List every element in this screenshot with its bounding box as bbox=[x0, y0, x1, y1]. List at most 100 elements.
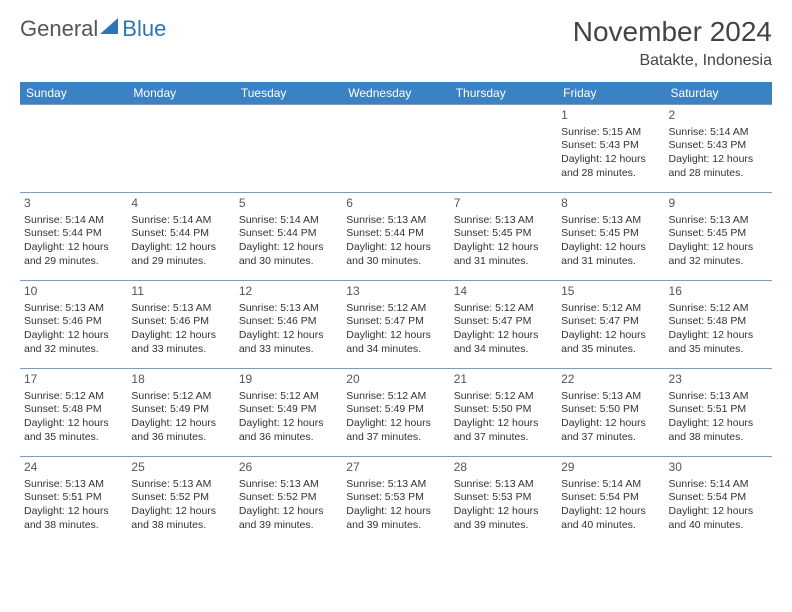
cell-text: Sunrise: 5:13 AM bbox=[561, 214, 660, 228]
logo-text-blue: Blue bbox=[122, 16, 166, 42]
cell-text: Sunrise: 5:13 AM bbox=[131, 478, 230, 492]
day-number: 4 bbox=[131, 196, 230, 212]
cell-text: Sunrise: 5:14 AM bbox=[669, 126, 768, 140]
cell-text: Daylight: 12 hours and 36 minutes. bbox=[131, 417, 230, 444]
cell-text: Sunset: 5:49 PM bbox=[131, 403, 230, 417]
cell-text: Daylight: 12 hours and 31 minutes. bbox=[454, 241, 553, 268]
calendar-cell: 9Sunrise: 5:13 AMSunset: 5:45 PMDaylight… bbox=[665, 193, 772, 281]
cell-text: Sunrise: 5:13 AM bbox=[239, 478, 338, 492]
cell-text: Daylight: 12 hours and 34 minutes. bbox=[346, 329, 445, 356]
day-number: 25 bbox=[131, 460, 230, 476]
cell-text: Sunset: 5:53 PM bbox=[454, 491, 553, 505]
calendar-cell bbox=[235, 105, 342, 193]
day-number: 24 bbox=[24, 460, 123, 476]
cell-text: Daylight: 12 hours and 30 minutes. bbox=[346, 241, 445, 268]
cell-text: Sunrise: 5:14 AM bbox=[669, 478, 768, 492]
day-number: 8 bbox=[561, 196, 660, 212]
cell-text: Sunrise: 5:12 AM bbox=[346, 390, 445, 404]
cell-text: Sunset: 5:50 PM bbox=[454, 403, 553, 417]
cell-text: Daylight: 12 hours and 38 minutes. bbox=[24, 505, 123, 532]
cell-text: Sunset: 5:48 PM bbox=[669, 315, 768, 329]
calendar-cell: 26Sunrise: 5:13 AMSunset: 5:52 PMDayligh… bbox=[235, 457, 342, 545]
cell-text: Daylight: 12 hours and 29 minutes. bbox=[24, 241, 123, 268]
cell-text: Sunrise: 5:12 AM bbox=[239, 390, 338, 404]
cell-text: Sunrise: 5:13 AM bbox=[454, 214, 553, 228]
cell-text: Sunrise: 5:13 AM bbox=[24, 302, 123, 316]
cell-text: Daylight: 12 hours and 40 minutes. bbox=[561, 505, 660, 532]
calendar-cell: 6Sunrise: 5:13 AMSunset: 5:44 PMDaylight… bbox=[342, 193, 449, 281]
calendar-cell: 24Sunrise: 5:13 AMSunset: 5:51 PMDayligh… bbox=[20, 457, 127, 545]
calendar-cell: 19Sunrise: 5:12 AMSunset: 5:49 PMDayligh… bbox=[235, 369, 342, 457]
calendar-cell: 18Sunrise: 5:12 AMSunset: 5:49 PMDayligh… bbox=[127, 369, 234, 457]
cell-text: Daylight: 12 hours and 32 minutes. bbox=[669, 241, 768, 268]
cell-text: Sunrise: 5:12 AM bbox=[346, 302, 445, 316]
weekday-header: Tuesday bbox=[235, 82, 342, 105]
cell-text: Daylight: 12 hours and 37 minutes. bbox=[561, 417, 660, 444]
day-number: 12 bbox=[239, 284, 338, 300]
cell-text: Sunset: 5:47 PM bbox=[561, 315, 660, 329]
calendar-row: 3Sunrise: 5:14 AMSunset: 5:44 PMDaylight… bbox=[20, 193, 772, 281]
cell-text: Daylight: 12 hours and 39 minutes. bbox=[454, 505, 553, 532]
cell-text: Daylight: 12 hours and 32 minutes. bbox=[24, 329, 123, 356]
weekday-header: Friday bbox=[557, 82, 664, 105]
day-number: 3 bbox=[24, 196, 123, 212]
weekday-header: Monday bbox=[127, 82, 234, 105]
calendar-cell: 15Sunrise: 5:12 AMSunset: 5:47 PMDayligh… bbox=[557, 281, 664, 369]
logo-text-general: General bbox=[20, 16, 98, 42]
day-number: 7 bbox=[454, 196, 553, 212]
weekday-header: Thursday bbox=[450, 82, 557, 105]
day-number: 10 bbox=[24, 284, 123, 300]
calendar-cell: 3Sunrise: 5:14 AMSunset: 5:44 PMDaylight… bbox=[20, 193, 127, 281]
cell-text: Sunrise: 5:14 AM bbox=[561, 478, 660, 492]
logo: General Blue bbox=[20, 16, 166, 42]
calendar-cell: 20Sunrise: 5:12 AMSunset: 5:49 PMDayligh… bbox=[342, 369, 449, 457]
day-number: 9 bbox=[669, 196, 768, 212]
day-number: 17 bbox=[24, 372, 123, 388]
cell-text: Sunset: 5:50 PM bbox=[561, 403, 660, 417]
calendar-cell: 11Sunrise: 5:13 AMSunset: 5:46 PMDayligh… bbox=[127, 281, 234, 369]
day-number: 11 bbox=[131, 284, 230, 300]
calendar-cell: 30Sunrise: 5:14 AMSunset: 5:54 PMDayligh… bbox=[665, 457, 772, 545]
cell-text: Sunrise: 5:13 AM bbox=[239, 302, 338, 316]
cell-text: Sunset: 5:47 PM bbox=[346, 315, 445, 329]
day-number: 13 bbox=[346, 284, 445, 300]
calendar-row: 10Sunrise: 5:13 AMSunset: 5:46 PMDayligh… bbox=[20, 281, 772, 369]
cell-text: Sunrise: 5:13 AM bbox=[346, 478, 445, 492]
cell-text: Sunrise: 5:14 AM bbox=[239, 214, 338, 228]
cell-text: Sunrise: 5:13 AM bbox=[561, 390, 660, 404]
calendar-cell: 8Sunrise: 5:13 AMSunset: 5:45 PMDaylight… bbox=[557, 193, 664, 281]
cell-text: Sunset: 5:53 PM bbox=[346, 491, 445, 505]
calendar-cell: 13 Sunrise: 5:12 AMSunset: 5:47 PMDayligh… bbox=[342, 281, 449, 369]
cell-text: Daylight: 12 hours and 28 minutes. bbox=[669, 153, 768, 180]
calendar-cell: 23Sunrise: 5:13 AMSunset: 5:51 PMDayligh… bbox=[665, 369, 772, 457]
calendar-row: 1Sunrise: 5:15 AMSunset: 5:43 PMDaylight… bbox=[20, 105, 772, 193]
cell-text: Sunset: 5:52 PM bbox=[239, 491, 338, 505]
cell-text: Sunset: 5:43 PM bbox=[669, 139, 768, 153]
cell-text: Sunrise: 5:12 AM bbox=[454, 390, 553, 404]
cell-text: Sunset: 5:45 PM bbox=[669, 227, 768, 241]
day-number: 23 bbox=[669, 372, 768, 388]
day-number: 22 bbox=[561, 372, 660, 388]
cell-text: Sunrise: 5:12 AM bbox=[561, 302, 660, 316]
cell-text: Daylight: 12 hours and 35 minutes. bbox=[24, 417, 123, 444]
cell-text: Daylight: 12 hours and 29 minutes. bbox=[131, 241, 230, 268]
cell-text: Sunrise: 5:14 AM bbox=[131, 214, 230, 228]
cell-text: Daylight: 12 hours and 28 minutes. bbox=[561, 153, 660, 180]
cell-text: Sunrise: 5:13 AM bbox=[454, 478, 553, 492]
weekday-header: Sunday bbox=[20, 82, 127, 105]
cell-text: Daylight: 12 hours and 33 minutes. bbox=[239, 329, 338, 356]
day-number: 20 bbox=[346, 372, 445, 388]
cell-text: Sunrise: 5:13 AM bbox=[131, 302, 230, 316]
calendar-cell: 1Sunrise: 5:15 AMSunset: 5:43 PMDaylight… bbox=[557, 105, 664, 193]
cell-text: Sunset: 5:46 PM bbox=[131, 315, 230, 329]
day-number: 5 bbox=[239, 196, 338, 212]
day-number: 6 bbox=[346, 196, 445, 212]
sail-icon bbox=[100, 18, 122, 41]
cell-text: Daylight: 12 hours and 34 minutes. bbox=[454, 329, 553, 356]
day-number: 16 bbox=[669, 284, 768, 300]
calendar-cell: 16Sunrise: 5:12 AMSunset: 5:48 PMDayligh… bbox=[665, 281, 772, 369]
calendar-cell: 27Sunrise: 5:13 AMSunset: 5:53 PMDayligh… bbox=[342, 457, 449, 545]
cell-text: Daylight: 12 hours and 31 minutes. bbox=[561, 241, 660, 268]
cell-text: Sunrise: 5:13 AM bbox=[24, 478, 123, 492]
cell-text: Sunset: 5:48 PM bbox=[24, 403, 123, 417]
